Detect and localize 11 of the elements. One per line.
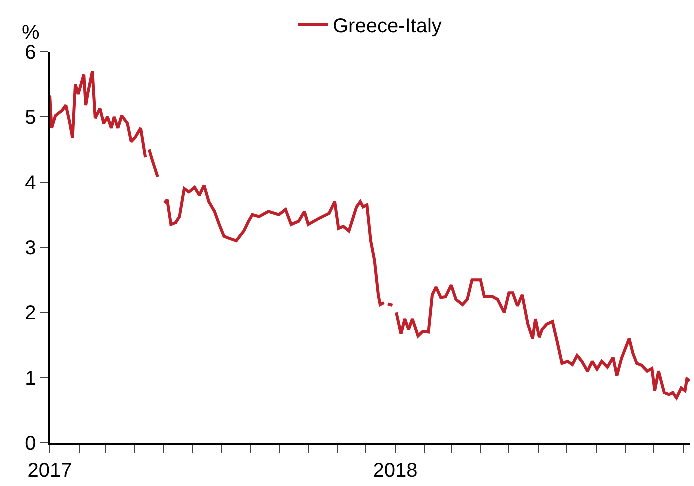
y-tick-label: 6 — [25, 42, 36, 64]
y-axis-title: % — [22, 22, 40, 44]
y-tick-label: 1 — [25, 368, 36, 390]
y-tick-label: 0 — [25, 433, 36, 455]
y-tick-label: 2 — [25, 302, 36, 325]
y-tick-label: 5 — [25, 107, 36, 130]
y-tick-label: 3 — [25, 238, 36, 260]
y-tick-label: 4 — [25, 172, 36, 194]
x-tick-label: 2018 — [373, 460, 418, 482]
legend-label: Greece-Italy — [333, 15, 442, 38]
x-tick-label: 2017 — [28, 460, 72, 482]
